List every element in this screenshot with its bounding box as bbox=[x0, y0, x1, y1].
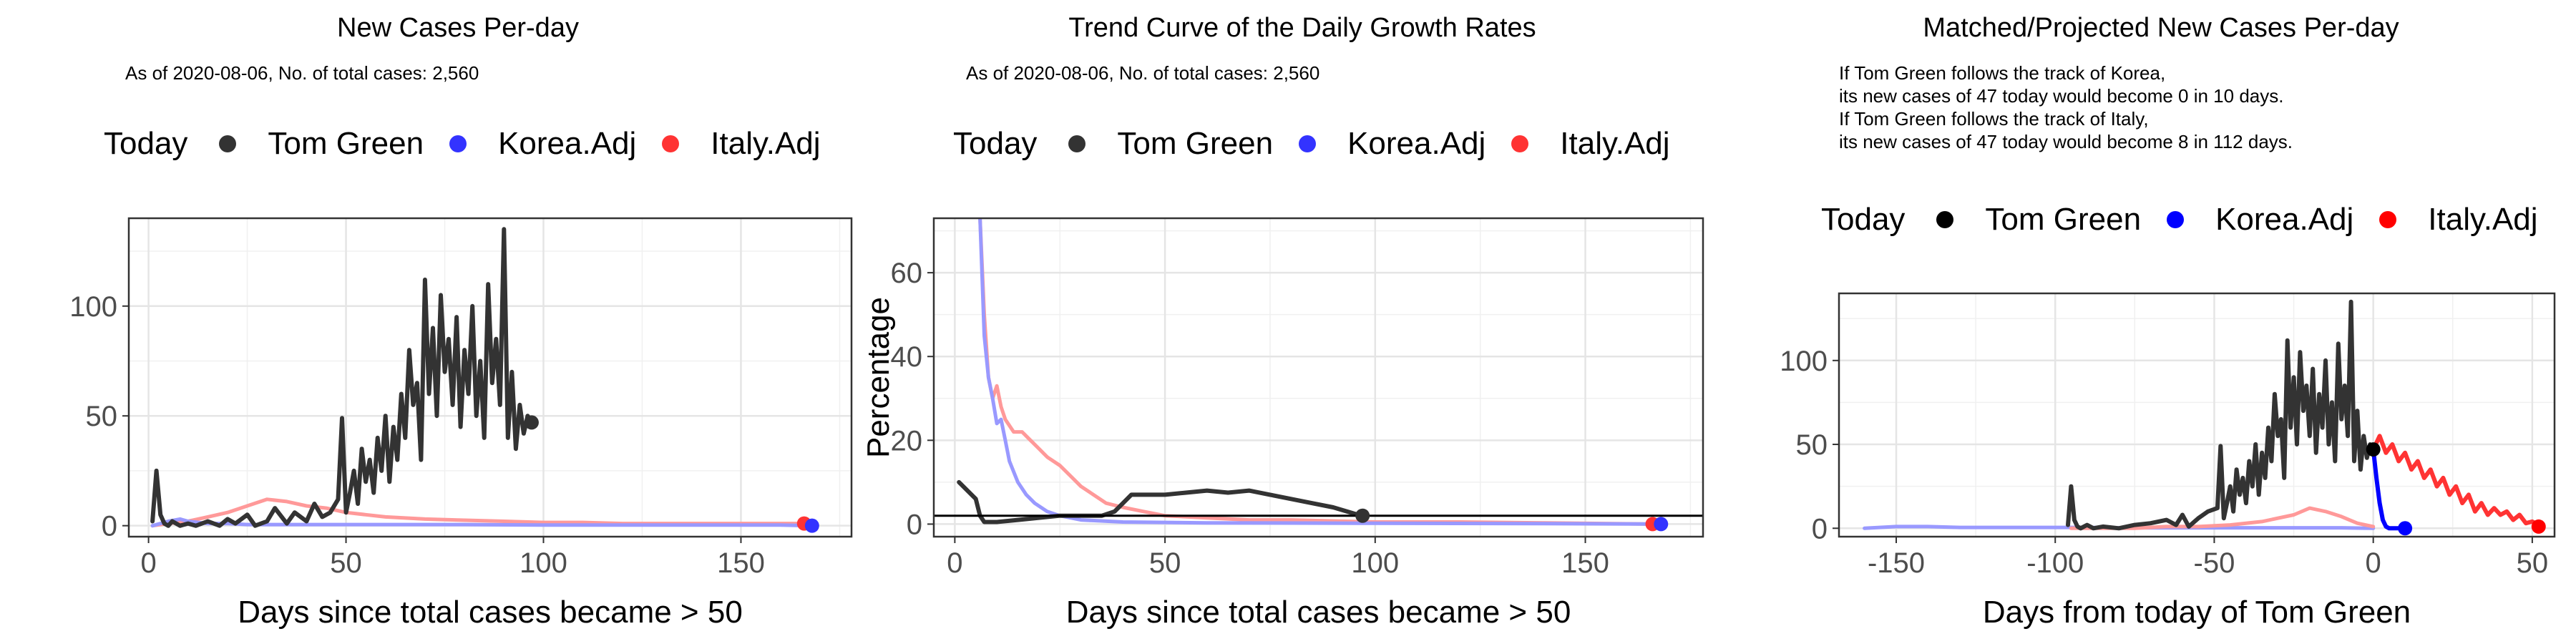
panel-new-cases: New Cases Per-day As of 2020-08-06, No. … bbox=[0, 0, 859, 644]
legend-dot bbox=[1299, 135, 1317, 152]
legend-label: Korea.Adj bbox=[1347, 126, 1486, 161]
chart-plot: 0 50 100 150 0 50 100 Days since total cases be… bbox=[69, 217, 853, 630]
legend-item-tom-green: Tom Green bbox=[1068, 126, 1273, 162]
x-tick-label: 0 bbox=[947, 547, 962, 579]
today-point-tom-green bbox=[1355, 508, 1370, 523]
x-tick-label: 50 bbox=[1149, 547, 1181, 579]
legend-item-korea: Korea.Adj bbox=[449, 126, 636, 162]
series-line-korea-adj bbox=[150, 517, 814, 528]
legend-label: Tom Green bbox=[1117, 126, 1274, 161]
panel-growth-rates: Trend Curve of the Daily Growth Rates As… bbox=[859, 0, 1717, 644]
legend-item-tom-green: Tom Green bbox=[1936, 202, 2141, 238]
legend-dot bbox=[1511, 135, 1529, 152]
today-point-korea-adj bbox=[1654, 517, 1669, 532]
legend-item-italy: Italy.Adj bbox=[2379, 202, 2538, 238]
legend-title: Today bbox=[104, 126, 188, 161]
today-point-tom-green bbox=[2366, 442, 2381, 457]
x-axis-title: Days since total cases became > 50 bbox=[238, 595, 743, 630]
legend: Today Tom Green Korea.Adj Italy.Adj bbox=[1821, 202, 2564, 238]
today-point-korea-adj bbox=[804, 518, 819, 533]
legend-label: Tom Green bbox=[1985, 202, 2142, 237]
legend-title: Today bbox=[953, 126, 1038, 161]
x-tick-label: 0 bbox=[2366, 547, 2381, 579]
plot-series-group bbox=[1863, 299, 2541, 531]
legend-label: Italy.Adj bbox=[1560, 126, 1670, 161]
chart-title: Matched/Projected New Cases Per-day bbox=[1923, 13, 2399, 43]
y-tick-label: 50 bbox=[1796, 429, 1828, 461]
today-point-korea-adj bbox=[2398, 521, 2413, 536]
y-tick-label: 60 bbox=[891, 258, 923, 289]
x-tick-label: -100 bbox=[2026, 547, 2084, 579]
x-axis-title: Days from today of Tom Green bbox=[1983, 595, 2411, 630]
panel-projected: Matched/Projected New Cases Per-day If T… bbox=[1717, 0, 2576, 644]
y-tick-label: 0 bbox=[907, 509, 922, 540]
chart-plot: -150 -100 -50 0 50 0 50 100 Days from today of T… bbox=[1780, 292, 2556, 630]
y-tick-label: 100 bbox=[1780, 346, 1828, 377]
legend-label: Korea.Adj bbox=[2215, 202, 2354, 237]
legend-label: Korea.Adj bbox=[498, 126, 637, 161]
legend-dot bbox=[449, 135, 467, 152]
x-tick-label: 0 bbox=[140, 547, 156, 579]
x-tick-label: 50 bbox=[2517, 547, 2549, 579]
legend-title: Today bbox=[1821, 202, 1906, 237]
chart-title: Trend Curve of the Daily Growth Rates bbox=[1068, 13, 1536, 43]
series-line-italy-adj-projected bbox=[2371, 434, 2541, 527]
y-tick-label: 50 bbox=[86, 401, 118, 432]
legend-item-italy: Italy.Adj bbox=[1511, 126, 1670, 162]
legend-label: Italy.Adj bbox=[2428, 202, 2538, 237]
legend-dot bbox=[2379, 211, 2397, 228]
legend-item-tom-green: Tom Green bbox=[219, 126, 424, 162]
chart-title: New Cases Per-day bbox=[337, 13, 579, 43]
series-line-korea-adj bbox=[978, 218, 1663, 526]
y-axis-title: Percentage bbox=[861, 297, 896, 458]
legend-dot bbox=[219, 135, 237, 152]
legend-label: Tom Green bbox=[268, 126, 424, 161]
x-axis-title: Days since total cases became > 50 bbox=[1066, 595, 1571, 630]
series-line-italy-adj-matched bbox=[2069, 506, 2376, 530]
y-tick-label: 100 bbox=[69, 291, 117, 323]
legend-item-korea: Korea.Adj bbox=[2167, 202, 2353, 238]
plot-series-group bbox=[150, 227, 814, 528]
x-tick-label: 150 bbox=[717, 547, 765, 579]
series-line-tom-green bbox=[150, 227, 534, 528]
x-tick-label: 100 bbox=[1351, 547, 1399, 579]
legend-dot bbox=[662, 135, 680, 152]
y-tick-label: 0 bbox=[102, 511, 117, 542]
series-line-italy-adj bbox=[978, 218, 1654, 526]
x-tick-label: -50 bbox=[2194, 547, 2235, 579]
y-tick-label: 40 bbox=[891, 341, 923, 373]
chart-plot: 0 50 100 150 0 20 40 60 Days since total cases b… bbox=[861, 217, 1704, 630]
legend-item-italy: Italy.Adj bbox=[662, 126, 821, 162]
legend-dot bbox=[2167, 211, 2185, 228]
chart-subtitle: As of 2020-08-06, No. of total cases: 2,… bbox=[966, 62, 1320, 84]
plot-border bbox=[1838, 292, 2556, 538]
plot-border bbox=[127, 217, 853, 538]
plot-series-group bbox=[957, 218, 1663, 526]
x-tick-label: 150 bbox=[1561, 547, 1609, 579]
today-point-italy-adj bbox=[2531, 519, 2546, 534]
series-line-tom-green bbox=[957, 479, 1365, 525]
y-tick-label: 20 bbox=[891, 425, 923, 457]
legend: Today Tom Green Korea.Adj Italy.Adj bbox=[953, 126, 1696, 162]
plot-border bbox=[932, 217, 1704, 538]
legend-item-korea: Korea.Adj bbox=[1299, 126, 1485, 162]
legend-dot bbox=[1068, 135, 1086, 152]
chart-subtitle: As of 2020-08-06, No. of total cases: 2,… bbox=[125, 62, 479, 84]
today-point-tom-green bbox=[524, 415, 539, 430]
legend: Today Tom Green Korea.Adj Italy.Adj bbox=[104, 126, 847, 162]
x-tick-label: 100 bbox=[519, 547, 567, 579]
x-tick-label: -150 bbox=[1868, 547, 1925, 579]
legend-label: Italy.Adj bbox=[711, 126, 821, 161]
series-line-tom-green bbox=[2066, 299, 2376, 531]
y-tick-label: 0 bbox=[1812, 513, 1828, 545]
chart-subtitle: If Tom Green follows the track of Korea,… bbox=[1839, 62, 2293, 152]
x-tick-label: 50 bbox=[330, 547, 362, 579]
legend-dot bbox=[1936, 211, 1954, 228]
